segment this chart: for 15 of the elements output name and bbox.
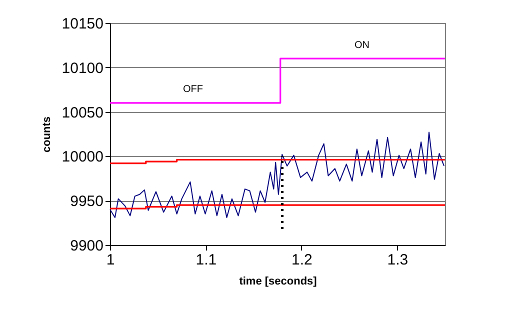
y-tick-label: 10000 bbox=[62, 148, 104, 166]
y-tick-label: 9900 bbox=[70, 238, 104, 254]
annotation: ON bbox=[354, 40, 370, 51]
line-series bbox=[110, 132, 445, 218]
y-tick-label: 10050 bbox=[62, 104, 104, 122]
x-tick-label: 1.3 bbox=[387, 252, 408, 268]
y-tick-label: 9950 bbox=[70, 193, 104, 210]
annotation: OFF bbox=[183, 84, 203, 95]
x-axis-title: time [seconds] bbox=[239, 276, 318, 288]
x-tick-label: 1.1 bbox=[196, 252, 217, 268]
x-tick-label: 1.2 bbox=[292, 252, 312, 268]
x-tick-label: 1 bbox=[106, 252, 115, 268]
y-axis-title: counts bbox=[40, 116, 53, 153]
y-tick-label: 10150 bbox=[62, 16, 104, 32]
y-tick-label: 10100 bbox=[62, 60, 104, 77]
